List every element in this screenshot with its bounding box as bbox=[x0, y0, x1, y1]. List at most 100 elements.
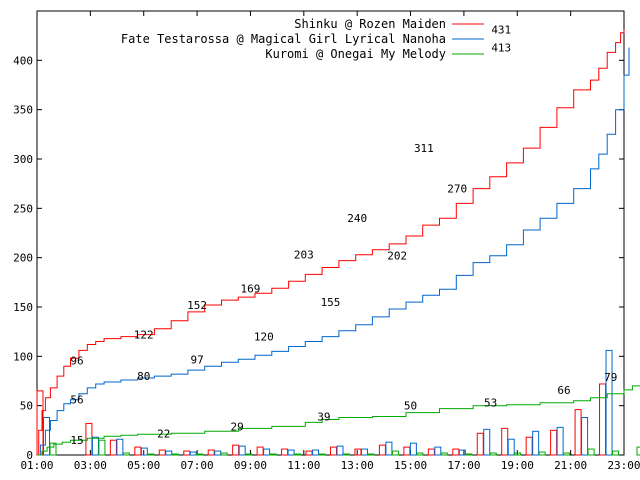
hourly-bar bbox=[501, 427, 509, 456]
hourly-bar bbox=[587, 448, 595, 456]
hourly-bar bbox=[263, 448, 271, 456]
hourly-bar bbox=[532, 430, 540, 456]
data-label: 96 bbox=[70, 354, 83, 367]
series-line bbox=[37, 385, 640, 456]
hourly-bar bbox=[49, 442, 57, 456]
data-label: 66 bbox=[557, 384, 570, 397]
series-line bbox=[37, 47, 630, 456]
hourly-bar bbox=[434, 446, 442, 456]
hourly-bar bbox=[563, 452, 571, 456]
data-label: 22 bbox=[157, 427, 170, 440]
data-label: 15 bbox=[70, 434, 83, 447]
hourly-bar bbox=[294, 453, 302, 456]
hourly-bar bbox=[256, 446, 264, 456]
data-label: 169 bbox=[241, 282, 261, 295]
hourly-bar bbox=[269, 453, 277, 456]
hourly-bar bbox=[98, 439, 106, 456]
plot-frame bbox=[36, 10, 625, 456]
y-tick-label: 150 bbox=[13, 301, 33, 314]
data-label: 122 bbox=[134, 329, 154, 342]
data-label: 50 bbox=[404, 400, 417, 413]
hourly-bar bbox=[245, 453, 253, 456]
hourly-bar bbox=[122, 452, 130, 456]
hourly-bar bbox=[207, 449, 215, 456]
hourly-bar bbox=[391, 450, 399, 456]
x-tick-label: 21:00 bbox=[554, 459, 587, 472]
hourly-bar bbox=[489, 452, 497, 456]
hourly-bar bbox=[574, 409, 582, 456]
hourly-bar bbox=[458, 449, 466, 456]
hourly-bar bbox=[183, 450, 191, 456]
y-tick-label: 0 bbox=[26, 449, 33, 462]
data-label: 152 bbox=[187, 299, 207, 312]
x-tick-label: 07:00 bbox=[181, 459, 214, 472]
hourly-bar bbox=[538, 451, 546, 456]
hourly-bar bbox=[605, 349, 613, 456]
hourly-bar bbox=[140, 447, 148, 456]
y-axis: 0 50 100 150 200 250 300 350 400 bbox=[13, 54, 624, 462]
series-lines bbox=[37, 29, 640, 456]
hourly-bar bbox=[91, 436, 99, 456]
hourly-bar bbox=[416, 452, 424, 456]
y-tick-label: 300 bbox=[13, 153, 33, 166]
hourly-bar bbox=[378, 444, 386, 456]
hourly-bar bbox=[318, 453, 326, 456]
hourly-bar bbox=[134, 446, 142, 456]
hourly-bar bbox=[507, 438, 515, 456]
x-tick-label: 15:00 bbox=[394, 459, 427, 472]
hourly-bar bbox=[214, 450, 222, 456]
hourly-bar bbox=[581, 417, 589, 456]
hourly-bar bbox=[147, 453, 155, 456]
data-label: 80 bbox=[137, 370, 150, 383]
hourly-bar bbox=[281, 448, 289, 456]
hourly-bar bbox=[109, 439, 117, 456]
data-label: 79 bbox=[604, 371, 617, 384]
hourly-bar bbox=[612, 450, 620, 456]
y-tick-label: 250 bbox=[13, 202, 33, 215]
x-tick-label: 09:00 bbox=[234, 459, 267, 472]
legend-label: Fate Testarossa @ Magical Girl Lyrical N… bbox=[121, 32, 446, 46]
point-labels: 96 122 152 169 203 240 311 431 56 80 97 120 155 202 27… bbox=[70, 24, 617, 447]
hourly-bar bbox=[305, 450, 313, 456]
legend-label: Shinku @ Rozen Maiden bbox=[294, 17, 446, 31]
x-tick-label: 03:00 bbox=[74, 459, 107, 472]
hourly-bars bbox=[36, 349, 640, 456]
hourly-bar bbox=[452, 448, 460, 456]
hourly-bar bbox=[171, 453, 179, 456]
series-line bbox=[37, 29, 625, 456]
data-label: 155 bbox=[321, 296, 341, 309]
hourly-bar bbox=[476, 432, 484, 456]
hourly-bar bbox=[465, 453, 473, 456]
y-tick-label: 200 bbox=[13, 252, 33, 265]
hourly-bar bbox=[220, 452, 228, 456]
hourly-bar bbox=[440, 452, 448, 456]
data-label: 203 bbox=[294, 249, 314, 262]
hourly-bar bbox=[287, 449, 295, 456]
legend-label: Kuromi @ Onegai My Melody bbox=[265, 47, 446, 61]
x-tick-label: 17:00 bbox=[447, 459, 480, 472]
hourly-bar bbox=[636, 446, 640, 456]
hourly-bar bbox=[354, 448, 362, 456]
x-tick-label: 13:00 bbox=[341, 459, 374, 472]
hourly-bar bbox=[385, 441, 393, 456]
data-label: 56 bbox=[70, 394, 83, 407]
hourly-bar bbox=[367, 453, 375, 456]
data-label: 240 bbox=[347, 212, 367, 225]
hourly-bar bbox=[360, 448, 368, 456]
y-tick-label: 350 bbox=[13, 104, 33, 117]
hourly-bar bbox=[238, 445, 246, 456]
hourly-bar bbox=[196, 453, 204, 456]
hourly-bar bbox=[343, 453, 350, 456]
x-tick-label: 01:00 bbox=[20, 459, 53, 472]
x-tick-label: 23:00 bbox=[607, 459, 640, 472]
x-tick-label: 11:00 bbox=[287, 459, 320, 472]
data-label: 270 bbox=[447, 183, 467, 196]
hourly-bar bbox=[336, 445, 344, 456]
x-tick-label: 19:00 bbox=[501, 459, 534, 472]
data-label: 53 bbox=[484, 397, 497, 410]
hourly-bar bbox=[312, 449, 320, 456]
data-label: 39 bbox=[317, 411, 330, 424]
y-tick-label: 100 bbox=[13, 350, 33, 363]
